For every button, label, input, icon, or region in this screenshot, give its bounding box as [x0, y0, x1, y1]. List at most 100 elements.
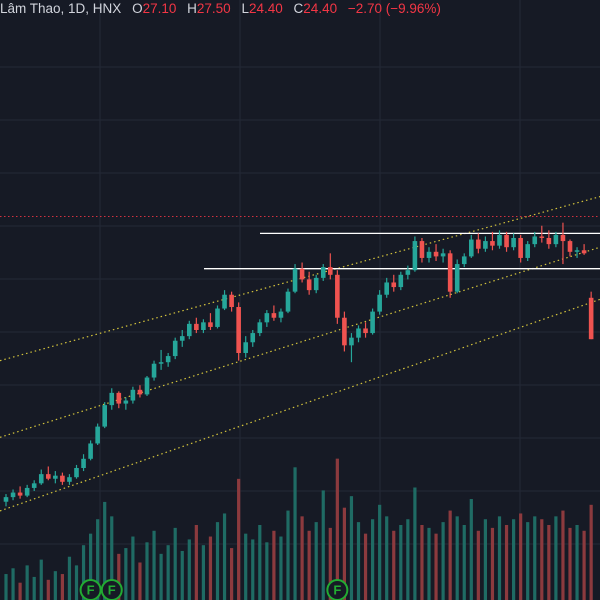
volume-bar [462, 525, 466, 600]
candle-body [222, 294, 227, 309]
volume-bar [39, 559, 43, 600]
volume-bar [342, 507, 346, 600]
candle-body [109, 392, 115, 406]
candle-body [38, 474, 44, 484]
volume-bar [166, 545, 170, 600]
event-marker-label: F [108, 583, 116, 598]
candle-body [158, 362, 164, 364]
volume-bar [399, 525, 403, 600]
candle-body [116, 392, 122, 404]
volume-bar [81, 545, 86, 600]
candle-body [102, 405, 107, 427]
volume-bar [413, 487, 417, 600]
candle-body [187, 323, 192, 337]
volume-bar [110, 516, 114, 600]
candle-body [278, 311, 284, 318]
candle-body [454, 264, 460, 292]
candle-body [476, 239, 481, 249]
candle-body [17, 492, 23, 496]
candle-body [384, 282, 389, 295]
volume-bar [349, 496, 354, 600]
volume-bar [568, 527, 572, 600]
candle-body [539, 236, 545, 238]
volume-bar [441, 522, 445, 600]
volume-bar [18, 582, 22, 600]
volume-bar [378, 504, 382, 600]
volume-bar [512, 519, 516, 600]
candle-body [320, 267, 326, 278]
volume-bar [103, 501, 107, 600]
volume-bar [124, 548, 128, 600]
candle-body [363, 328, 368, 334]
candle-body [60, 475, 65, 482]
candle-body [299, 268, 305, 280]
volume-bar [363, 533, 368, 600]
volume-bar [251, 539, 255, 600]
volume-bar [201, 545, 205, 600]
volume-bar [89, 533, 93, 600]
candle-body [391, 282, 397, 288]
candle-body [31, 483, 37, 488]
candle-body [271, 313, 277, 318]
volume-bar [526, 522, 530, 600]
candle-body [95, 426, 100, 444]
candle-body [53, 475, 58, 479]
candle-body [208, 322, 213, 327]
candle-body [229, 294, 234, 307]
channel-middle-line [0, 246, 600, 438]
candle-body [335, 274, 340, 318]
candle-body [165, 356, 171, 363]
volume-bar [173, 527, 177, 600]
volume-bar [582, 530, 586, 600]
candle-body [243, 342, 248, 353]
volume-bar [448, 510, 452, 600]
candle-body [433, 251, 439, 257]
volume-bar [159, 553, 163, 600]
volume-bar [67, 556, 72, 600]
volume-bar [554, 516, 558, 600]
event-marker-icon [326, 579, 349, 600]
volume-bar [307, 530, 311, 600]
volume-bar [53, 571, 57, 600]
candle-body [426, 251, 432, 258]
candle-body [553, 234, 559, 245]
volume-bar [138, 562, 142, 600]
volume-bar [321, 490, 325, 600]
candle-body [581, 250, 587, 254]
volume-bar [483, 519, 487, 600]
volume-bar [455, 516, 459, 600]
volume-bar [152, 530, 156, 600]
candle-body [172, 340, 178, 357]
volume-bar [490, 527, 495, 600]
candle-body [405, 270, 411, 275]
candle-body [3, 497, 9, 502]
candle-body [440, 253, 446, 257]
high-value: 27.50 [196, 1, 231, 16]
candle-body [144, 377, 150, 395]
candle-body [483, 241, 488, 249]
candle-body [370, 311, 375, 334]
candle-body [292, 268, 298, 292]
volume-bar [180, 550, 184, 600]
volume-bar [117, 553, 121, 600]
candle-body [532, 236, 538, 245]
open-label: O [132, 1, 143, 16]
volume-bar [420, 525, 424, 600]
candle-body [447, 253, 453, 292]
low-value: 24.40 [248, 1, 283, 16]
candle-body [412, 241, 418, 271]
volume-bar [314, 522, 318, 600]
volume-bar [46, 579, 50, 600]
volume-bar [237, 478, 241, 600]
volume-bar [194, 525, 198, 600]
candle-body [215, 308, 220, 327]
volume-bar [244, 533, 248, 600]
volume-bar [589, 504, 593, 600]
close-value: 24.40 [303, 1, 338, 16]
candle-body [588, 297, 594, 340]
candle-body [88, 443, 93, 459]
candle-body [130, 389, 136, 401]
symbol-legend: Lâm Thao, 1D, HNX O27.10 H27.50 L24.40 C… [0, 0, 441, 18]
volume-bar [300, 516, 304, 600]
